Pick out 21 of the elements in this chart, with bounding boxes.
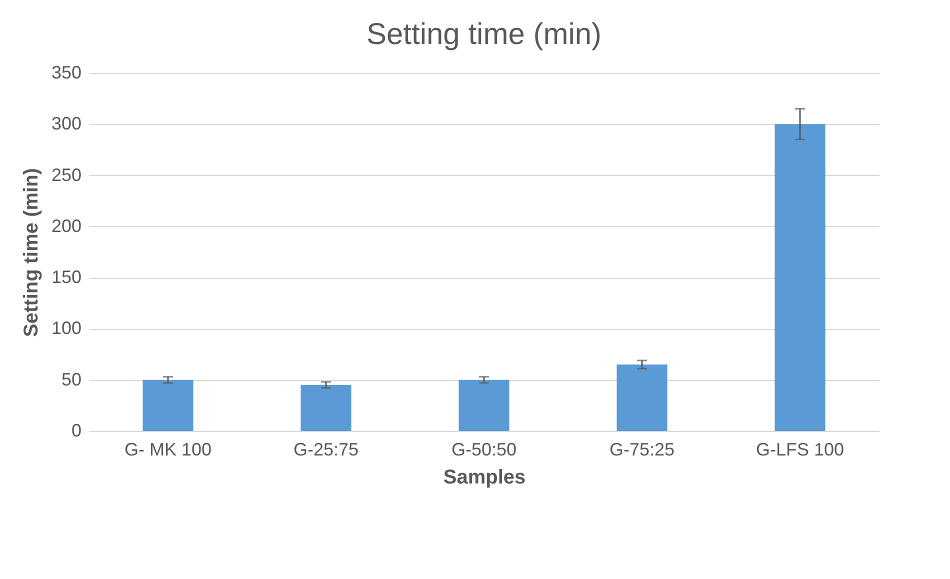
y-tick-label: 250 — [51, 164, 82, 185]
y-tick-label: 350 — [51, 62, 82, 82]
y-tick-label: 200 — [51, 216, 82, 236]
bar — [774, 124, 826, 431]
chart-title: Setting time (min) — [366, 18, 602, 51]
bar — [300, 384, 352, 431]
x-tick-label: G-LFS 100 — [756, 440, 844, 460]
bar — [458, 380, 510, 431]
bar — [142, 380, 194, 431]
bar — [616, 364, 668, 431]
x-tick-label: G-50:50 — [451, 440, 517, 460]
y-tick-label: 150 — [51, 267, 82, 288]
y-tick-label: 300 — [51, 114, 82, 134]
y-tick-label: 0 — [71, 420, 82, 440]
y-tick-label: 100 — [51, 318, 82, 338]
x-tick-label: G-75:25 — [609, 440, 675, 460]
x-tick-label: G- MK 100 — [124, 440, 212, 460]
y-tick-label: 50 — [61, 369, 82, 390]
x-axis-title: Samples — [443, 466, 526, 488]
y-axis-title: Setting time (min) — [20, 168, 42, 337]
x-tick-label: G-25:75 — [293, 440, 359, 460]
